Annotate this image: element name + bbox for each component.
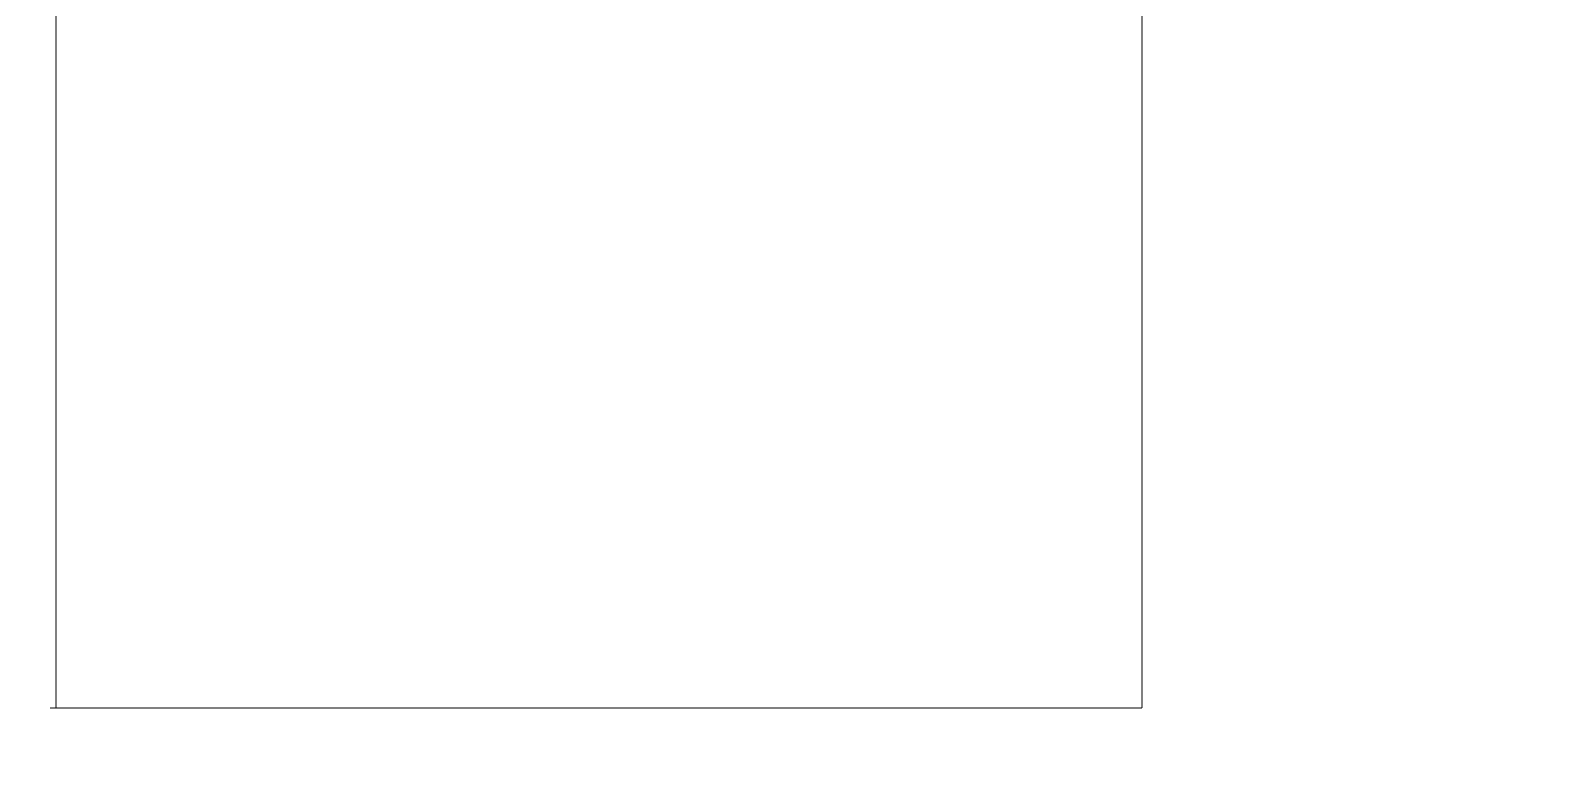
chart-bg: [0, 0, 1578, 796]
combo-chart: [0, 0, 1578, 796]
chart-svg: [0, 0, 1578, 796]
